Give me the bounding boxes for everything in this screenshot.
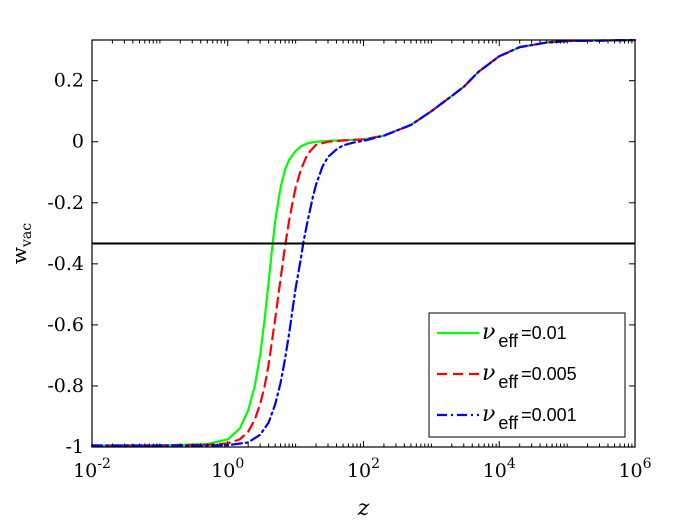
y-tick-label: -0.2 bbox=[47, 192, 84, 214]
x-tick-label-base: 10 bbox=[483, 460, 507, 482]
y-tick-label: -0.8 bbox=[47, 375, 84, 397]
ticks-layer bbox=[91, 40, 636, 448]
series-layer bbox=[90, 38, 637, 447]
x-tick-label-base: 10 bbox=[618, 460, 642, 482]
legend-subscript: eff bbox=[498, 372, 519, 392]
legend-symbol: ν bbox=[482, 402, 495, 427]
legend-label-3: ν eff =0.001 bbox=[482, 402, 577, 433]
x-tick-label-base: 10 bbox=[347, 460, 371, 482]
y-axis-label-main: w bbox=[7, 247, 31, 264]
x-tick-label-exp: -2 bbox=[97, 456, 111, 472]
y-axis-label-sub: vac bbox=[19, 223, 35, 248]
y-tick-label: -1 bbox=[65, 436, 84, 458]
x-axis-label: z bbox=[357, 496, 370, 521]
legend-label-1: ν eff =0.01 bbox=[482, 320, 567, 351]
x-tick-label: 102 bbox=[347, 456, 380, 482]
legend-symbol: ν bbox=[482, 320, 495, 345]
x-tick-label-base: 10 bbox=[73, 460, 97, 482]
x-tick-label-exp: 4 bbox=[507, 456, 516, 472]
legend-subscript: eff bbox=[498, 413, 519, 433]
x-tick-label-base: 10 bbox=[211, 460, 235, 482]
x-tick-label-exp: 2 bbox=[371, 456, 380, 472]
legend-value: =0.001 bbox=[521, 405, 577, 425]
y-tick-label: 0.2 bbox=[54, 70, 84, 92]
legend-subscript: eff bbox=[498, 331, 519, 351]
legend-value: =0.01 bbox=[521, 323, 567, 343]
y-axis-label: wvac bbox=[7, 223, 35, 264]
legend-label-2: ν eff =0.005 bbox=[482, 361, 577, 392]
x-tick-label: 106 bbox=[618, 456, 651, 482]
legend-symbol: ν bbox=[482, 361, 495, 386]
y-tick-label: -0.6 bbox=[47, 314, 84, 336]
x-tick-label: 10-2 bbox=[73, 456, 111, 482]
x-tick-label: 104 bbox=[483, 456, 516, 482]
y-tick-label: -0.4 bbox=[47, 253, 84, 275]
legend-value: =0.005 bbox=[521, 364, 577, 384]
x-tick-label-exp: 6 bbox=[643, 456, 652, 472]
x-tick-label: 100 bbox=[211, 456, 244, 482]
y-tick-label: 0 bbox=[72, 131, 84, 153]
series-line-3 bbox=[90, 38, 637, 447]
x-tick-label-exp: 0 bbox=[235, 456, 244, 472]
